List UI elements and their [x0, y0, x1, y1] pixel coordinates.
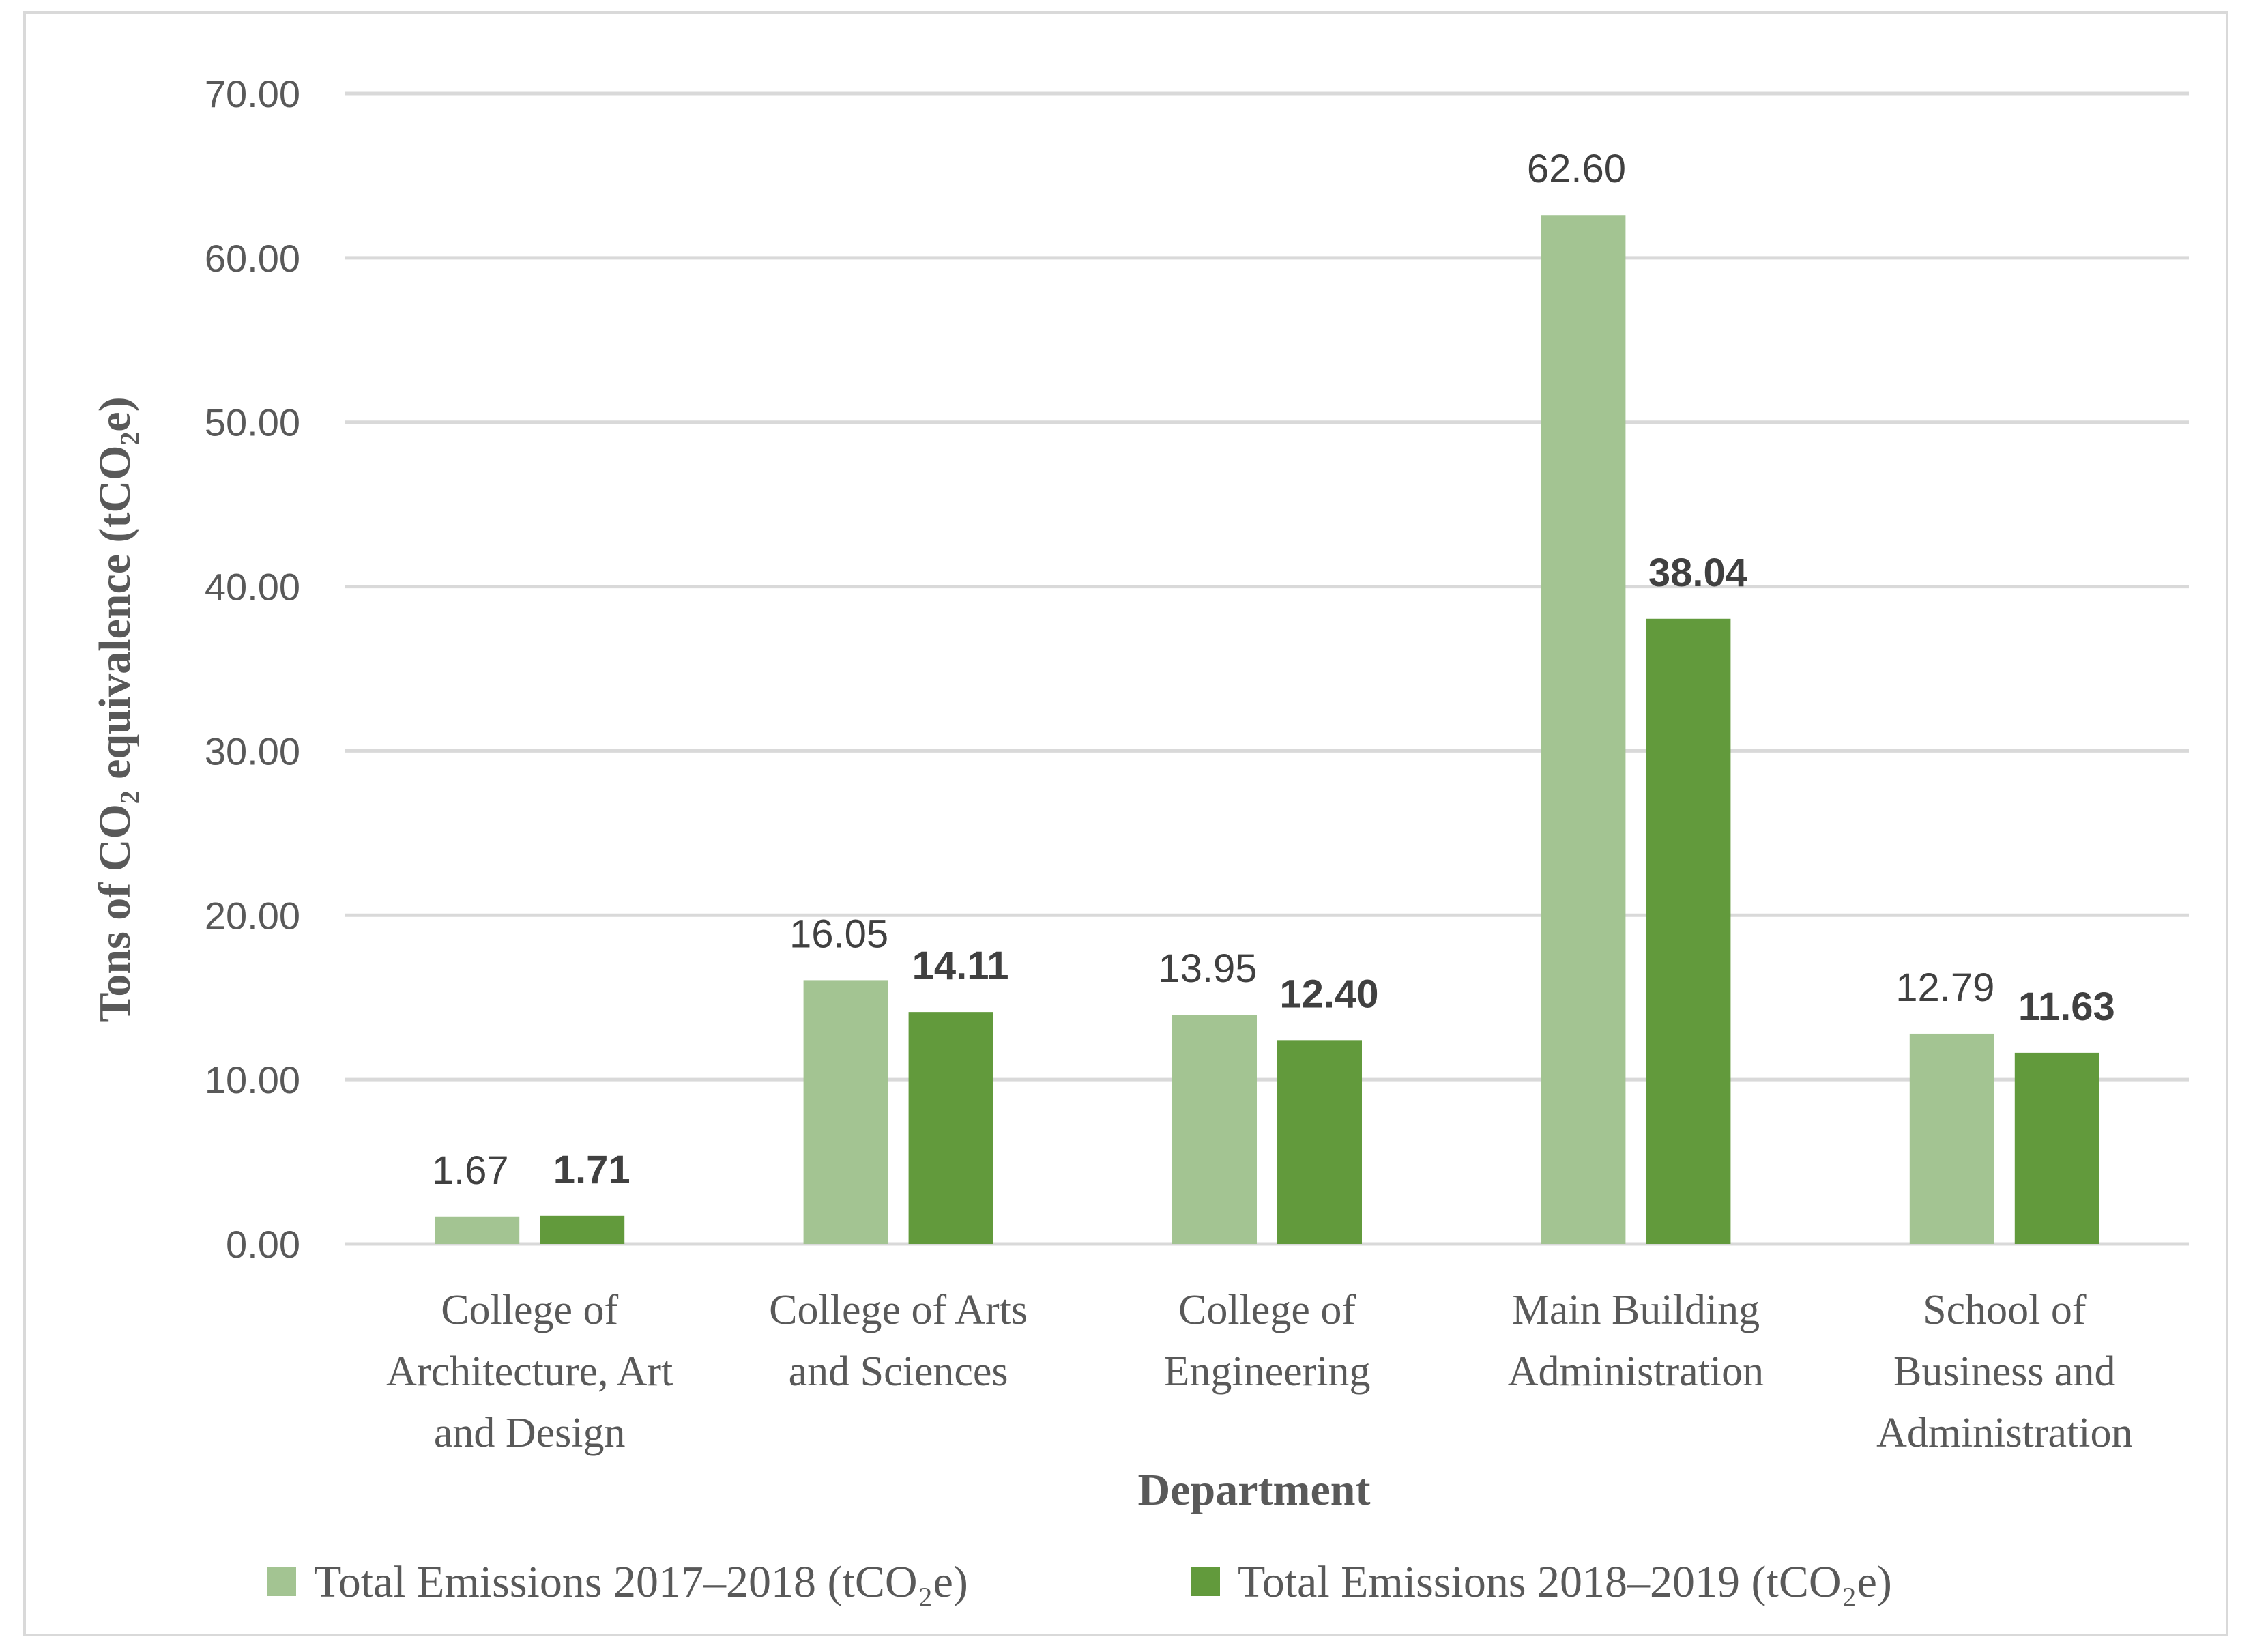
data-label: 11.63: [2018, 985, 2115, 1029]
x-axis-title: Department: [1138, 1465, 1371, 1515]
category-label: School of Business and Administration: [1876, 1287, 2132, 1456]
y-tick-label: 60.00: [205, 237, 300, 280]
legend-swatch: [267, 1567, 296, 1596]
data-label: 13.95: [1158, 946, 1257, 991]
data-label: 12.79: [1895, 966, 1994, 1010]
y-axis-title: Tons of CO₂ equivalence (tCO₂e): [90, 396, 140, 1022]
bar: [1909, 1033, 1994, 1244]
bars: [435, 215, 2099, 1245]
data-label: 12.40: [1279, 972, 1378, 1016]
legend: Total Emissions 2017–2018 (tCO₂e) Total E…: [267, 1557, 1892, 1607]
data-label: 1.67: [432, 1148, 509, 1193]
bar: [1541, 215, 1626, 1245]
bar: [540, 1215, 625, 1244]
category-label: College of Architecture, Art and Design: [386, 1287, 673, 1456]
category-label: College of Arts and Sciences: [769, 1287, 1028, 1395]
y-tick-label: 0.00: [226, 1223, 300, 1266]
legend-label: Total Emissions 2017–2018 (tCO₂e): [314, 1557, 968, 1607]
x-axis-categories: College of Architecture, Art and Design Col…: [386, 1287, 2132, 1456]
bar: [2014, 1052, 2099, 1244]
category-label: Main Building Administration: [1508, 1287, 1764, 1395]
y-tick-label: 10.00: [205, 1058, 300, 1101]
bar: [1172, 1015, 1257, 1244]
bar: [1646, 618, 1731, 1244]
y-tick-label: 70.00: [205, 72, 300, 115]
y-tick-label: 20.00: [205, 894, 300, 937]
data-label: 1.71: [553, 1148, 630, 1192]
gridlines: [345, 91, 2189, 1246]
chart-frame: [23, 11, 2228, 1636]
bar: [908, 1012, 993, 1244]
bar: [803, 980, 888, 1244]
y-tick-label: 40.00: [205, 566, 300, 609]
legend-label: Total Emissions 2018–2019 (tCO₂e): [1238, 1557, 1892, 1607]
category-label: College of Engineering: [1163, 1287, 1370, 1395]
bar: [435, 1216, 520, 1244]
y-tick-label: 50.00: [205, 401, 300, 444]
bar: [1277, 1040, 1362, 1244]
data-label: 14.11: [912, 944, 1009, 988]
data-label: 38.04: [1648, 551, 1747, 595]
legend-swatch: [1191, 1567, 1220, 1596]
y-axis-ticks: 0.00 10.00 20.00 30.00 40.00 50.00 60.00 70.00: [205, 72, 300, 1266]
data-label: 62.60: [1527, 147, 1626, 191]
data-labels: 1.67 1.71 16.05 14.11 13.95 12.40 62.60 38.04 12…: [432, 147, 2115, 1193]
data-label: 16.05: [789, 912, 888, 956]
y-tick-label: 30.00: [205, 729, 300, 772]
